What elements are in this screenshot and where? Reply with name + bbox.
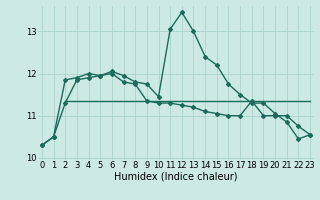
X-axis label: Humidex (Indice chaleur): Humidex (Indice chaleur) (114, 172, 238, 182)
